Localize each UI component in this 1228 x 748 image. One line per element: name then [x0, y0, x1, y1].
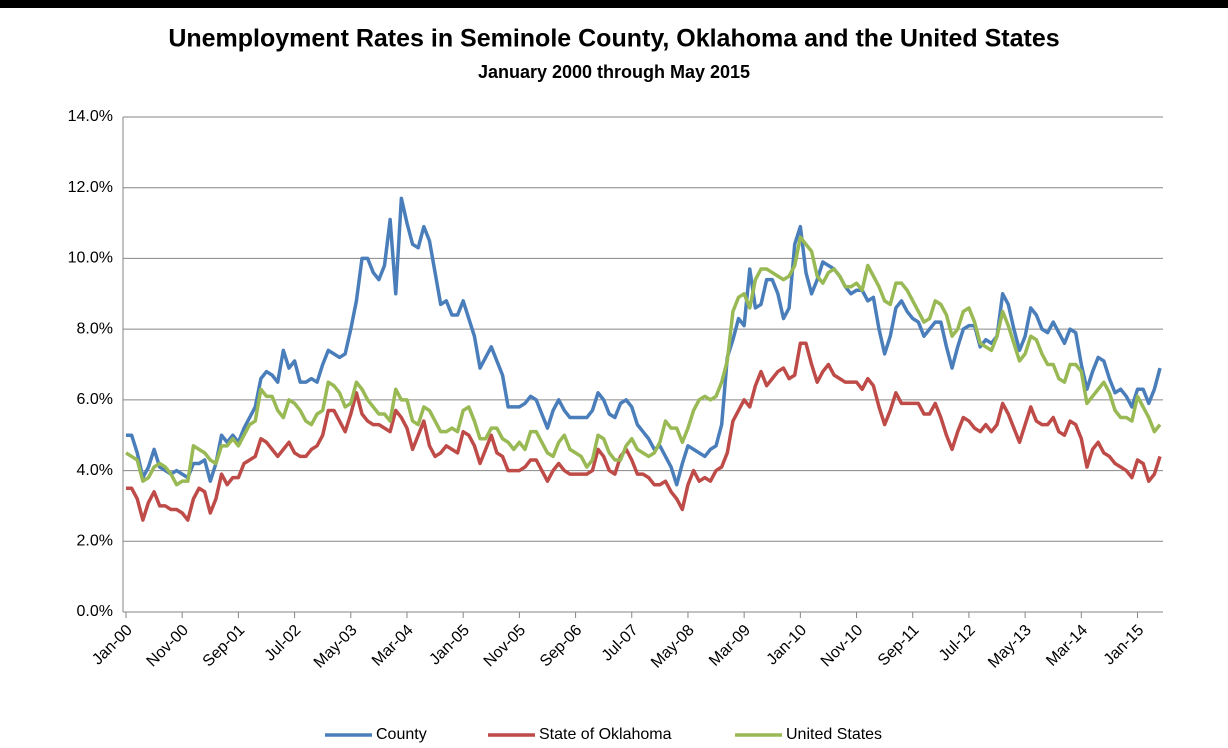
x-tick-label: May-08 — [648, 622, 698, 672]
x-tick-label: Nov-05 — [481, 622, 530, 671]
series-line — [125, 235, 1162, 487]
y-tick-label: 8.0% — [77, 320, 113, 337]
x-tick-label: Nov-10 — [818, 622, 867, 671]
x-tick-label: Jan-00 — [89, 622, 136, 669]
x-tick-label: Jan-10 — [764, 622, 811, 669]
series-line — [126, 341, 1162, 522]
x-tick-label: Mar-14 — [1043, 622, 1091, 670]
legend-label: State of Oklahoma — [539, 726, 672, 743]
y-tick-label: 12.0% — [68, 179, 113, 196]
x-tick-label: Jul-07 — [599, 622, 642, 665]
x-tick-label: Mar-04 — [369, 622, 417, 670]
x-tick-label: Jan-05 — [426, 622, 473, 669]
y-tick-label: 0.0% — [77, 603, 113, 620]
chart-title: Unemployment Rates in Seminole County, O… — [168, 25, 1059, 53]
y-tick-label: 14.0% — [68, 108, 113, 125]
x-tick-label: May-13 — [985, 622, 1035, 672]
x-tick-label: Sep-06 — [537, 622, 586, 671]
x-tick-label: Nov-00 — [144, 622, 193, 671]
x-tick-label: Jul-02 — [262, 622, 305, 665]
x-tick-label: Jul-12 — [936, 622, 979, 665]
x-tick-label: Sep-01 — [200, 622, 249, 671]
legend-label: County — [376, 726, 427, 743]
series-line — [126, 196, 1162, 487]
legend-label: United States — [786, 726, 882, 743]
x-tick-label: Mar-09 — [706, 622, 754, 670]
y-tick-label: 2.0% — [77, 533, 113, 550]
top-rule — [0, 0, 1228, 8]
x-tick-label: Sep-11 — [875, 622, 923, 670]
chart-subtitle: January 2000 through May 2015 — [478, 62, 750, 82]
y-tick-label: 4.0% — [77, 462, 113, 479]
x-tick-label: Jan-15 — [1101, 622, 1148, 669]
y-tick-label: 6.0% — [77, 391, 113, 408]
x-tick-label: May-03 — [311, 622, 361, 672]
y-tick-label: 10.0% — [68, 250, 113, 267]
